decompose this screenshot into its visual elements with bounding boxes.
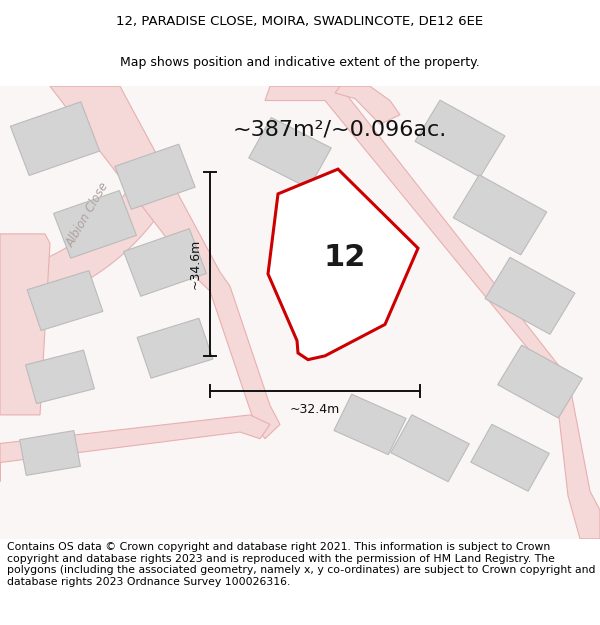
- Polygon shape: [391, 415, 469, 482]
- Text: ~387m²/~0.096ac.: ~387m²/~0.096ac.: [233, 119, 447, 139]
- Polygon shape: [0, 86, 600, 539]
- Text: ~34.6m: ~34.6m: [189, 239, 202, 289]
- Text: Contains OS data © Crown copyright and database right 2021. This information is : Contains OS data © Crown copyright and d…: [7, 542, 596, 587]
- Polygon shape: [115, 144, 195, 209]
- Polygon shape: [27, 271, 103, 331]
- Text: 12: 12: [324, 243, 366, 272]
- Polygon shape: [497, 345, 583, 418]
- Polygon shape: [485, 258, 575, 334]
- Polygon shape: [50, 86, 280, 439]
- Polygon shape: [265, 86, 600, 539]
- Polygon shape: [268, 169, 418, 359]
- Text: ~32.4m: ~32.4m: [290, 402, 340, 416]
- Text: Map shows position and indicative extent of the property.: Map shows position and indicative extent…: [120, 56, 480, 69]
- Polygon shape: [0, 234, 50, 415]
- Polygon shape: [0, 151, 185, 315]
- Polygon shape: [53, 191, 136, 258]
- Polygon shape: [471, 424, 549, 491]
- Polygon shape: [415, 100, 505, 177]
- Polygon shape: [26, 350, 94, 404]
- Text: Albion Close: Albion Close: [64, 180, 112, 249]
- Polygon shape: [124, 229, 206, 296]
- Polygon shape: [10, 102, 100, 176]
- Polygon shape: [334, 394, 406, 454]
- Text: 12, PARADISE CLOSE, MOIRA, SWADLINCOTE, DE12 6EE: 12, PARADISE CLOSE, MOIRA, SWADLINCOTE, …: [116, 15, 484, 28]
- Polygon shape: [302, 198, 388, 271]
- Polygon shape: [20, 431, 80, 476]
- Polygon shape: [137, 318, 213, 378]
- Polygon shape: [335, 86, 400, 124]
- Polygon shape: [453, 175, 547, 255]
- Polygon shape: [249, 118, 331, 188]
- Polygon shape: [0, 415, 270, 482]
